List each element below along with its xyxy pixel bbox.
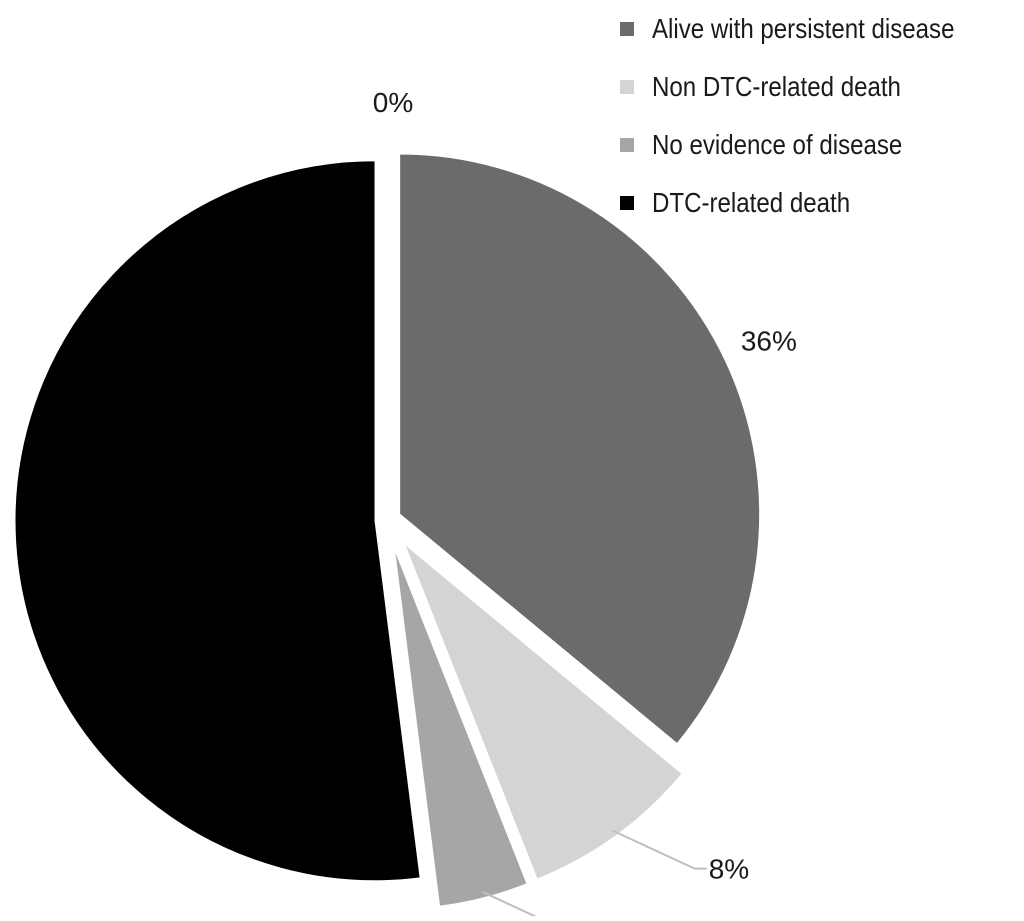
pie-slice-no-evidence-of-disease[interactable]	[393, 548, 528, 907]
legend-item-alive-with-persistent-disease[interactable]: Alive with persistent disease	[620, 0, 1024, 58]
legend-swatch	[620, 196, 634, 210]
slices-layer	[14, 153, 761, 907]
legend-label: Alive with persistent disease	[652, 13, 955, 44]
legend-label: Non DTC-related death	[652, 71, 901, 102]
pie-slice-alive-with-persistent-disease[interactable]	[399, 153, 761, 745]
legend: Alive with persistent disease Non DTC-re…	[620, 0, 1024, 232]
legend-label: No evidence of disease	[652, 129, 903, 160]
legend-item-no-evidence-of-disease[interactable]: No evidence of disease	[620, 116, 1024, 174]
pie-slice-dtc-related-death[interactable]	[14, 160, 421, 882]
leader-lines-layer	[482, 829, 707, 921]
legend-label: DTC-related death	[652, 187, 851, 218]
data-label-zero: 0%	[373, 87, 413, 118]
legend-item-non-dtc-related-death[interactable]: Non DTC-related death	[620, 58, 1024, 116]
leader-line-non-dtc-related-death	[612, 829, 707, 870]
legend-swatch	[620, 80, 634, 94]
data-label-non-dtc-related-death: 8%	[709, 854, 749, 885]
data-label-alive-with-persistent-disease: 36%	[741, 325, 797, 356]
leader-line-no-evidence-of-disease	[482, 891, 548, 921]
legend-swatch	[620, 138, 634, 152]
legend-item-dtc-related-death[interactable]: DTC-related death	[620, 174, 1024, 232]
legend-swatch	[620, 22, 634, 36]
pie-slice-non-dtc-related-death[interactable]	[404, 543, 683, 880]
